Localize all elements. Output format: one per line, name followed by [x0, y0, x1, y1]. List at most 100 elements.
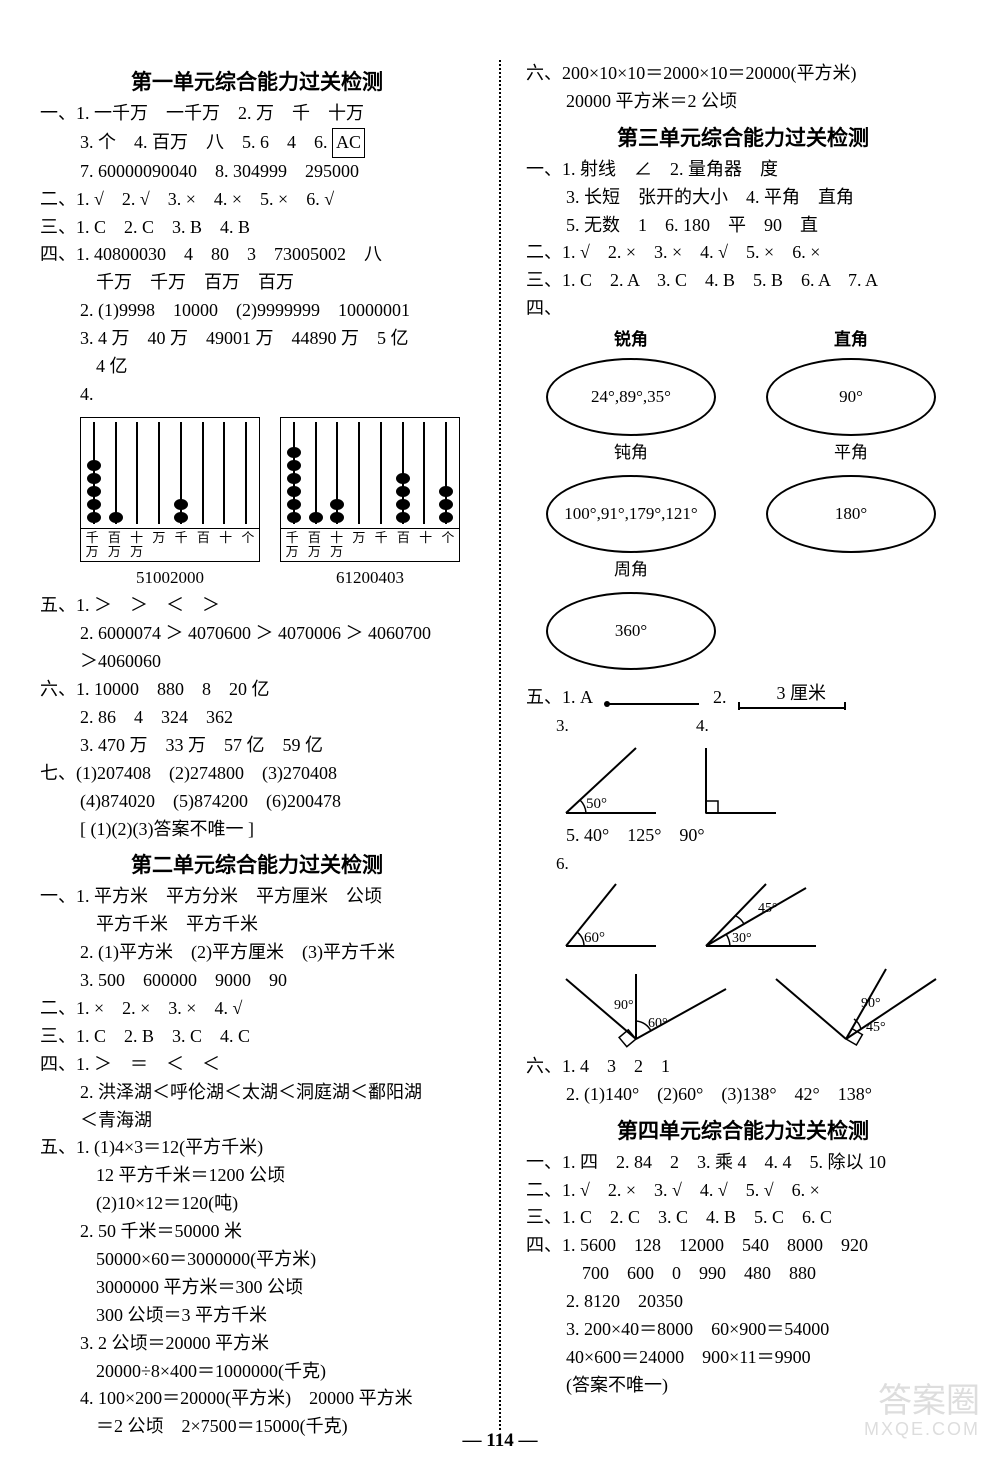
abacus-nums: 51002000 61200403: [80, 568, 474, 588]
u4-l3: 三、1. C 2. C 3. C 4. B 5. C 6. C: [526, 1204, 960, 1232]
oval-lab-1: 钝角 平角: [546, 438, 960, 463]
angle-6-4530: 45° 30°: [696, 876, 826, 951]
lab-straight: 平角: [766, 438, 936, 463]
ovals-row-1: 24°,89°,35° 90°: [546, 358, 960, 436]
abacus-2: 千万百万十万万千百十个: [280, 417, 460, 563]
angle-3: 3. 50°: [556, 716, 666, 818]
u2-l19: 4. 100×200＝20000(平方米) 20000 平方米: [40, 1385, 474, 1413]
unit3-title: 第三单元综合能力过关检测: [526, 122, 960, 152]
u2-l14: 50000×60＝3000000(平方米): [40, 1246, 474, 1274]
angle-row-6: 6. 60° 45° 30°: [556, 854, 960, 951]
u2-l17: 3. 2 公顷＝20000 平方米: [40, 1330, 474, 1358]
u2-l11: 12 平方千米＝1200 公顷: [40, 1162, 474, 1190]
u2-l9: ＜青海湖: [40, 1107, 474, 1135]
u1-l14: ＞4060060: [40, 648, 474, 676]
u2-l4: 3. 500 600000 9000 90: [40, 967, 474, 995]
svg-text:90°: 90°: [614, 998, 634, 1013]
angle9060-svg: 90° 60°: [556, 959, 736, 1049]
u3-l62: 2. (1)140° (2)60° (3)138° 42° 138°: [526, 1081, 960, 1109]
oval-full: 360°: [546, 592, 716, 670]
hdr-acute: 锐角: [546, 325, 716, 350]
u1-l8: 2. (1)9998 10000 (2)9999999 10000001: [40, 297, 474, 325]
angle50-svg: 50°: [556, 738, 666, 818]
u1-l12: 五、1. ＞ ＞ ＜ ＞: [40, 592, 474, 620]
oval-acute: 24°,89°,35°: [546, 358, 716, 436]
u1-l16: 2. 86 4 324 362: [40, 704, 474, 732]
u4-l5: 700 600 0 990 480 880: [526, 1260, 960, 1288]
u2-l12: (2)10×12＝120(吨): [40, 1190, 474, 1218]
oval-obtuse: 100°,91°,179°,121°: [546, 475, 716, 553]
lab-obtuse: 钝角: [546, 438, 716, 463]
u3-l5: 三、1. C 2. A 3. C 4. B 5. B 6. A 7. A: [526, 267, 960, 295]
u1-l7: 千万 千万 百万 百万: [40, 269, 474, 297]
u1-l6: 四、1. 40800030 4 80 3 73005002 八: [40, 241, 474, 269]
unit1-title: 第一单元综合能力过关检测: [40, 66, 474, 96]
svg-text:60°: 60°: [584, 930, 605, 946]
u1-l18: 七、(1)207408 (2)274800 (3)270408: [40, 760, 474, 788]
u2-l13: 2. 50 千米＝50000 米: [40, 1218, 474, 1246]
svg-text:90°: 90°: [861, 996, 881, 1011]
svg-text:45°: 45°: [758, 901, 778, 916]
angle4530-svg: 45° 30°: [696, 876, 826, 951]
u1-l11: 4.: [40, 381, 474, 409]
u3-l4: 二、1. √ 2. × 3. × 4. √ 5. × 6. ×: [526, 239, 960, 267]
u4-l1: 一、1. 四 2. 84 2 3. 乘 4 4. 4 5. 除以 10: [526, 1149, 960, 1177]
u1-l3: 7. 60000090040 8. 304999 295000: [40, 158, 474, 186]
u3-l55: 5. 40° 125° 90°: [526, 822, 960, 850]
ovals-row-2: 100°,91°,179°,121° 180°: [546, 475, 960, 553]
abacus-1: 千万百万十万万千百十个: [80, 417, 260, 563]
svg-text:45°: 45°: [866, 1020, 886, 1035]
u4-l8: 40×600＝24000 900×11＝9900: [526, 1344, 960, 1372]
u4-l2: 二、1. √ 2. × 3. √ 4. √ 5. √ 6. ×: [526, 1177, 960, 1205]
page-number: — 114 —: [0, 1430, 1000, 1452]
oval-straight: 180°: [766, 475, 936, 553]
abacus-row: 千万百万十万万千百十个 千万百万十万万千百十个: [80, 417, 474, 563]
abacus1-num: 51002000: [80, 568, 260, 588]
angle-row-34: 3. 50° 4.: [556, 716, 960, 818]
angle-row-7: 90° 60° 90° 45°: [556, 959, 960, 1049]
u4-l7: 3. 200×40＝8000 60×900＝54000: [526, 1316, 960, 1344]
u2r-l1: 六、200×10×10＝2000×10＝20000(平方米): [526, 60, 960, 88]
u2-l1: 一、1. 平方米 平方分米 平方厘米 公顷: [40, 883, 474, 911]
u2-l15: 3000000 平方米＝300 公顷: [40, 1274, 474, 1302]
lab-full: 周角: [546, 555, 716, 580]
u2-l10: 五、1. (1)4×3＝12(平方千米): [40, 1134, 474, 1162]
boxed-ac: AC: [332, 128, 365, 158]
u1-l2: 3. 个 4. 百万 八 5. 6 4 6. AC: [40, 128, 474, 158]
u1-l10: 4 亿: [40, 353, 474, 381]
u2-l5: 二、1. × 2. × 3. × 4. √: [40, 995, 474, 1023]
u2-l6: 三、1. C 2. B 3. C 4. C: [40, 1023, 474, 1051]
line-svg: [603, 696, 703, 712]
abacus2-num: 61200403: [280, 568, 460, 588]
column-divider: [499, 60, 501, 1430]
angle-4: 4.: [696, 716, 786, 818]
left-column: 第一单元综合能力过关检测 一、1. 一千万 一千万 2. 万 千 十万 3. 个…: [40, 60, 474, 1430]
u1-l20: [ (1)(2)(3)答案不唯一 ]: [40, 816, 474, 844]
unit2-title: 第二单元综合能力过关检测: [40, 849, 474, 879]
u2-l2: 平方千米 平方千米: [40, 911, 474, 939]
u2-l3: 2. (1)平方米 (2)平方厘米 (3)平方千米: [40, 939, 474, 967]
ovals-row-3: 360°: [546, 592, 960, 670]
svg-text:50°: 50°: [586, 796, 607, 812]
angle-6-60: 6. 60°: [556, 854, 666, 951]
u3-l6: 四、: [526, 295, 960, 323]
oval-hdr-1: 锐角 直角: [546, 325, 960, 350]
u3-l3: 5. 无数 1 6. 180 平 90 直: [526, 212, 960, 240]
u1-l17: 3. 470 万 33 万 57 亿 59 亿: [40, 732, 474, 760]
svg-text:30°: 30°: [732, 931, 752, 946]
u3-l2: 3. 长短 张开的大小 4. 平角 直角: [526, 184, 960, 212]
u2-l18: 20000÷8×400＝1000000(千克): [40, 1358, 474, 1386]
u4-l6: 2. 8120 20350: [526, 1288, 960, 1316]
u3-l61: 六、1. 4 3 2 1: [526, 1053, 960, 1081]
unit4-title: 第四单元综合能力过关检测: [526, 1115, 960, 1145]
u1-l9: 3. 4 万 40 万 49001 万 44890 万 5 亿: [40, 325, 474, 353]
u2r-l2: 20000 平方米＝2 公顷: [526, 88, 960, 116]
u4-l9: (答案不唯一): [526, 1372, 960, 1400]
u1-l4: 二、1. √ 2. √ 3. × 4. × 5. × 6. √: [40, 186, 474, 214]
u1-l5: 三、1. C 2. C 3. B 4. B: [40, 214, 474, 242]
angle60-svg: 60°: [556, 876, 666, 951]
u2-l8: 2. 洪泽湖＜呼伦湖＜太湖＜洞庭湖＜鄱阳湖: [40, 1079, 474, 1107]
u4-l4: 四、1. 5600 128 12000 540 8000 920: [526, 1232, 960, 1260]
u1-l1: 一、1. 一千万 一千万 2. 万 千 十万: [40, 100, 474, 128]
oval-lab-2: 周角: [546, 555, 960, 580]
